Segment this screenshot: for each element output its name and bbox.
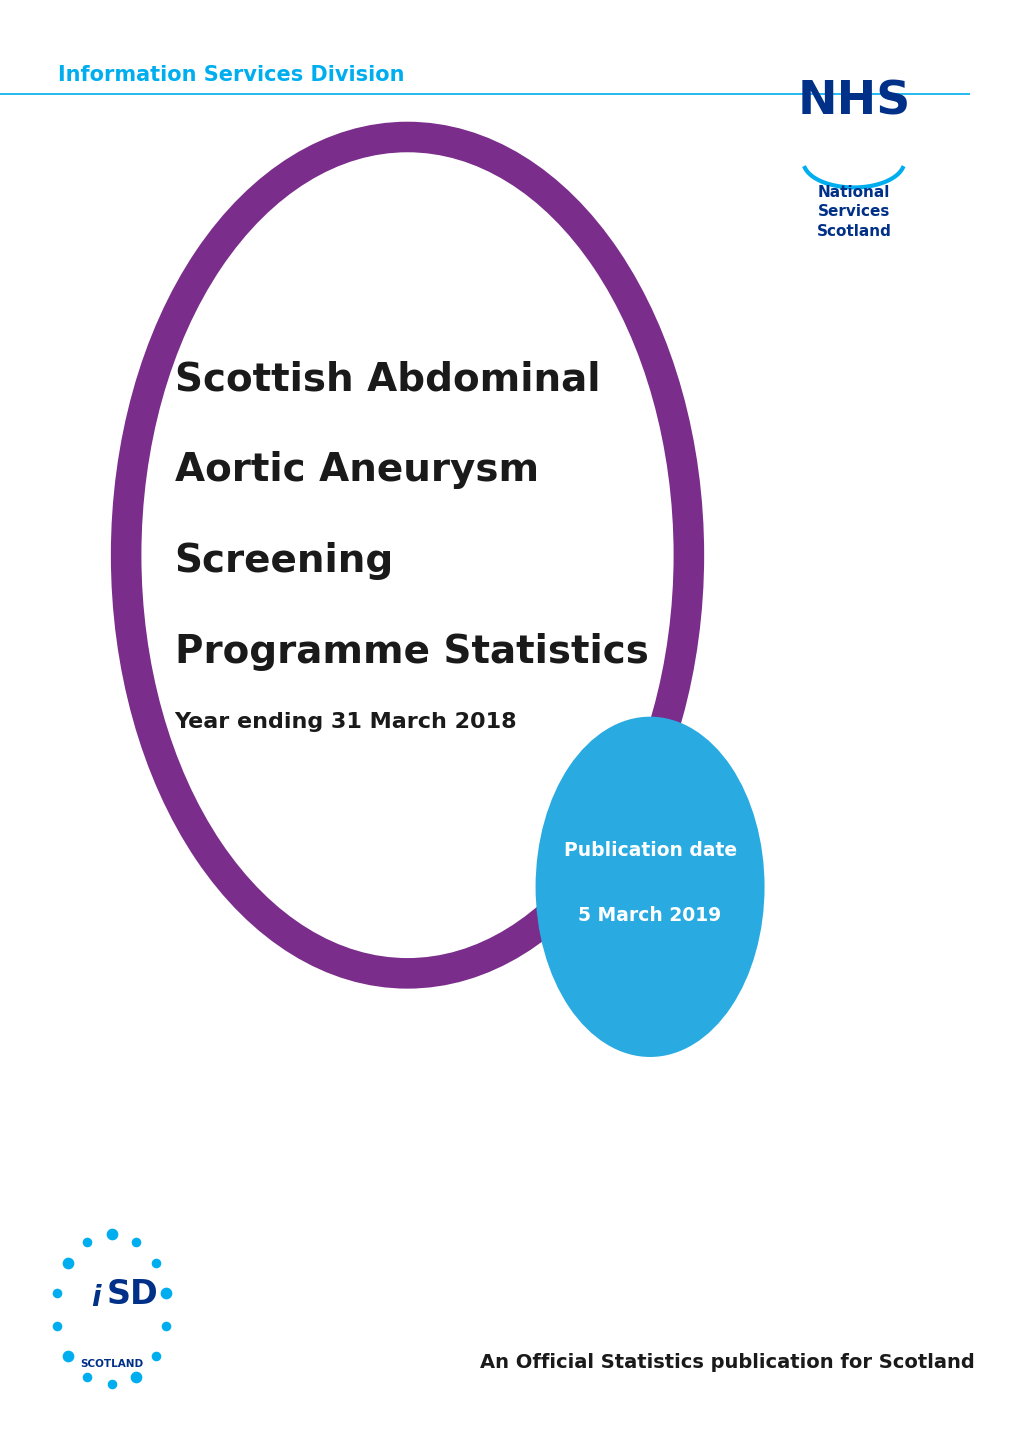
Point [59,1252,75,1275]
Text: i: i [92,1283,101,1312]
Text: SCOTLAND: SCOTLAND [79,1360,143,1368]
Point [78,1230,95,1253]
Point [103,1373,119,1396]
Point [148,1252,164,1275]
Point [127,1230,144,1253]
Text: National
Services
Scotland: National Services Scotland [815,185,891,239]
Text: Publication date: Publication date [562,841,736,861]
Point [49,1280,65,1304]
Circle shape [535,717,764,1057]
Point [158,1280,174,1304]
Point [78,1366,95,1389]
Point [158,1315,174,1338]
Text: SD: SD [107,1279,159,1311]
Point [59,1344,75,1367]
Text: Scottish Abdominal: Scottish Abdominal [174,360,599,398]
Text: NHS: NHS [797,79,910,124]
Point [148,1344,164,1367]
Text: An Official Statistics publication for Scotland: An Official Statistics publication for S… [480,1353,974,1373]
Text: 5 March 2019: 5 March 2019 [578,906,721,926]
Text: Aortic Aneurysm: Aortic Aneurysm [174,451,538,489]
Text: Year ending 31 March 2018: Year ending 31 March 2018 [174,712,517,733]
Point [103,1223,119,1246]
Text: Screening: Screening [174,542,393,580]
Text: Information Services Division: Information Services Division [58,65,405,85]
Text: Programme Statistics: Programme Statistics [174,633,648,671]
Point [127,1366,144,1389]
Point [49,1315,65,1338]
